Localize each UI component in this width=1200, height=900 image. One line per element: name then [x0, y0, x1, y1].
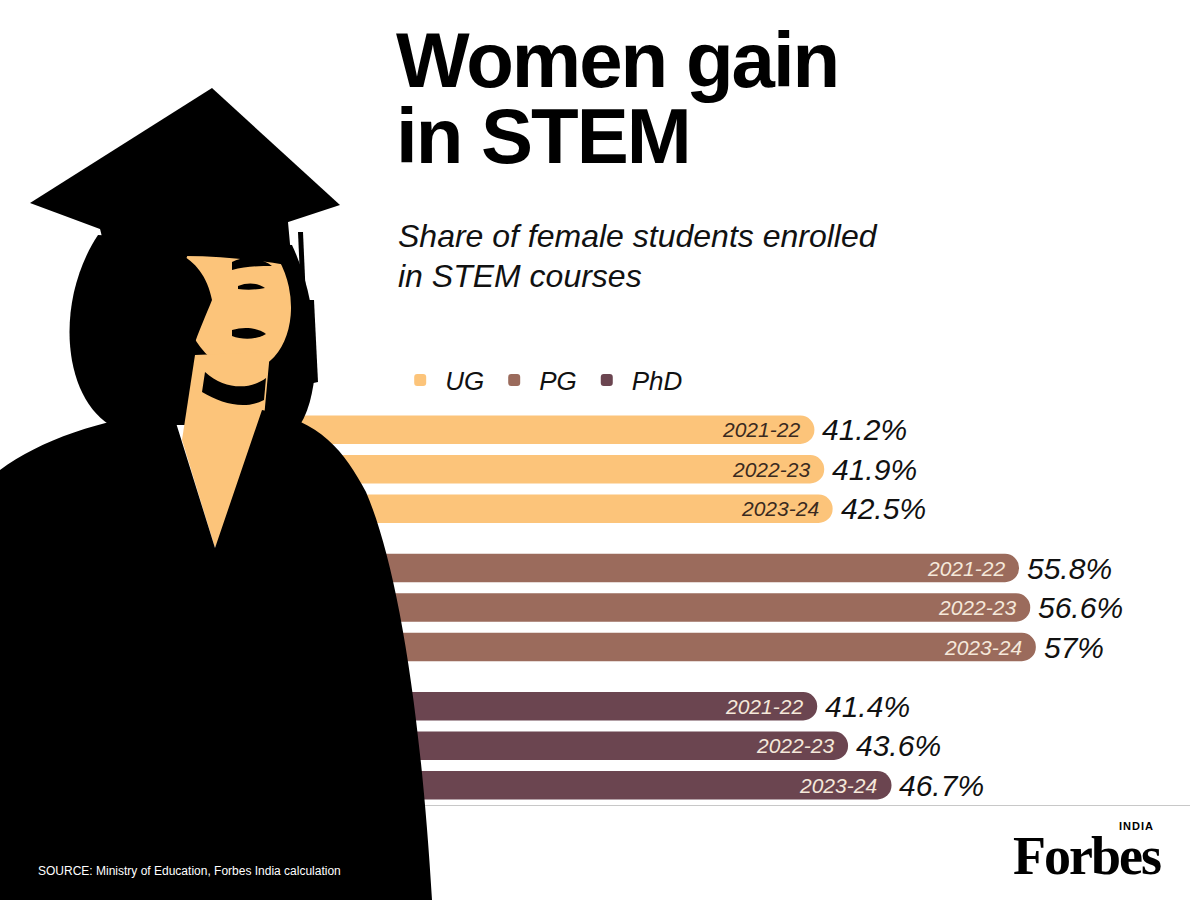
- svg-text:PhD: PhD: [632, 366, 683, 396]
- svg-text:41.4%: 41.4%: [825, 690, 910, 723]
- html-text:Share of female students enrol: Share of female students enrolled in STE…: [398, 218, 877, 294]
- svg-text:2023-24: 2023-24: [799, 774, 877, 797]
- svg-text:41.9%: 41.9%: [832, 453, 917, 486]
- svg-text:55.8%: 55.8%: [1027, 552, 1112, 585]
- svg-text:UG: UG: [445, 366, 484, 396]
- html-text:INDIA: INDIA: [1119, 820, 1154, 832]
- svg-text:2021-22: 2021-22: [725, 695, 803, 718]
- svg-text:41.2%: 41.2%: [822, 413, 907, 446]
- svg-text:2021-22: 2021-22: [927, 557, 1005, 580]
- svg-text:2022-23: 2022-23: [756, 734, 834, 757]
- svg-text:PG: PG: [539, 366, 577, 396]
- svg-text:2022-23: 2022-23: [732, 458, 810, 481]
- html-text:Women gain in STEM: Women gain in STEM: [396, 16, 839, 181]
- svg-text:57%: 57%: [1044, 631, 1104, 664]
- html-text:Forbes: Forbes: [1013, 826, 1160, 886]
- html-text:SOURCE: Ministry of Education,: SOURCE: Ministry of Education, Forbes In…: [38, 864, 341, 878]
- svg-text:2022-23: 2022-23: [938, 596, 1016, 619]
- svg-text:2021-22: 2021-22: [722, 418, 800, 441]
- svg-text:56.6%: 56.6%: [1038, 591, 1123, 624]
- svg-text:43.6%: 43.6%: [856, 729, 941, 762]
- svg-text:46.7%: 46.7%: [899, 769, 984, 802]
- svg-text:2023-24: 2023-24: [944, 636, 1022, 659]
- svg-text:2023-24: 2023-24: [741, 497, 819, 520]
- svg-text:42.5%: 42.5%: [841, 492, 926, 525]
